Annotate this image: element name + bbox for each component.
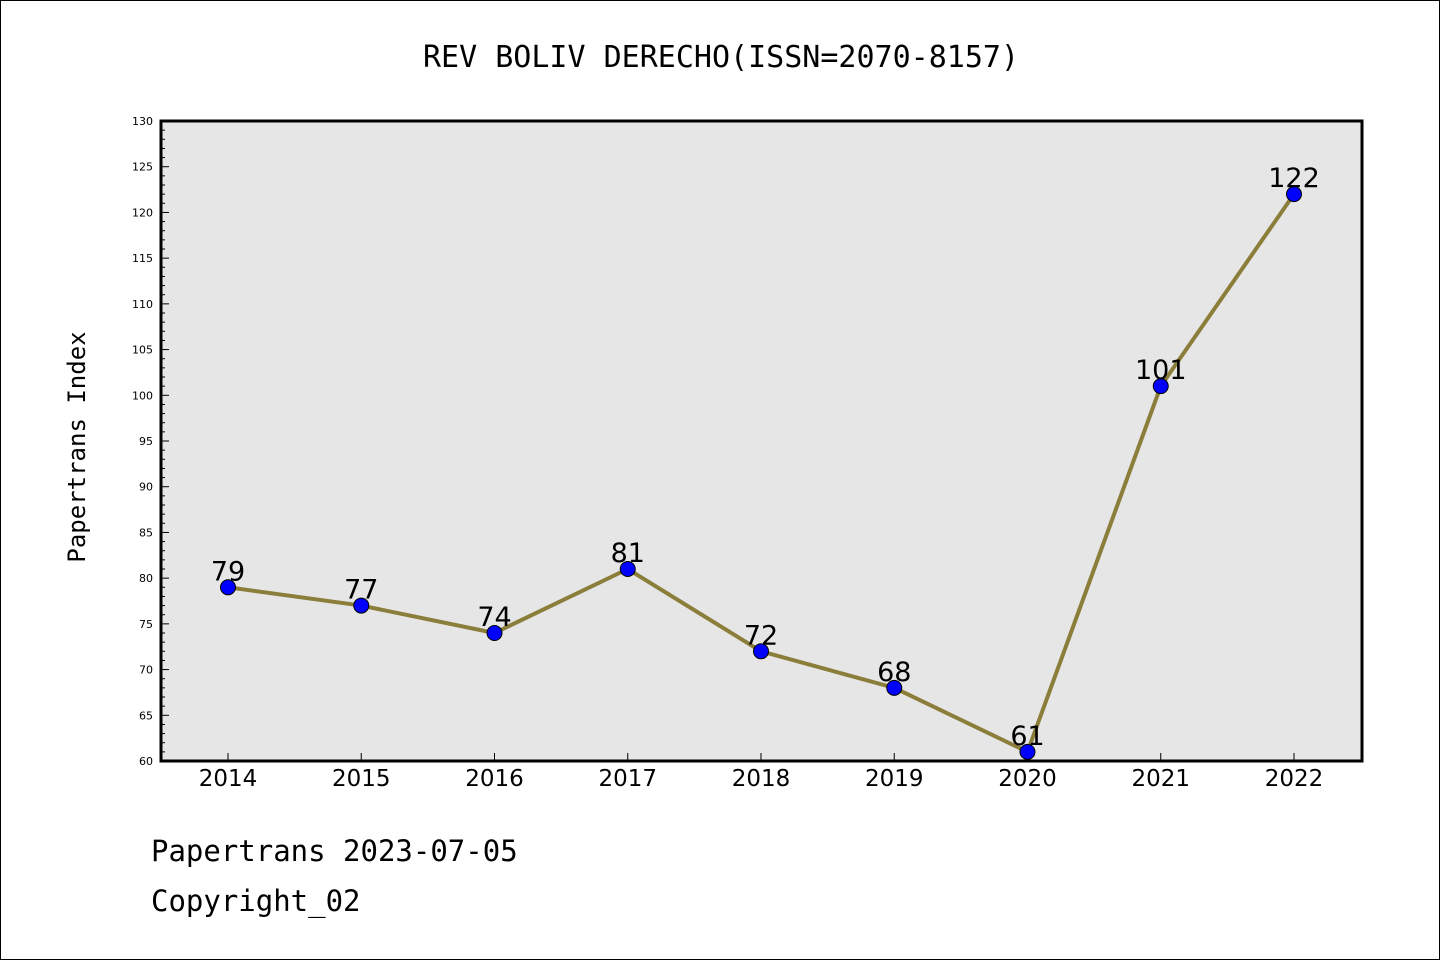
plot-area [161, 121, 1362, 761]
data-point [1286, 186, 1302, 203]
x-tick-label: 2018 [732, 766, 791, 792]
chart-title: REV BOLIV DERECHO(ISSN=2070-8157) [423, 40, 1019, 75]
data-point [619, 561, 636, 577]
plot-border [159, 119, 1364, 763]
x-tick-label: 2015 [332, 766, 391, 792]
y-tick-label: 65 [139, 709, 153, 722]
y-tick-label: 80 [139, 572, 153, 585]
data-point [1152, 378, 1169, 395]
data-label: 68 [877, 657, 911, 688]
y-tick-label: 100 [132, 389, 153, 402]
y-tick-label: 115 [132, 252, 153, 265]
y-tick-label: 125 [132, 161, 153, 174]
y-tick-label: 95 [139, 435, 153, 448]
data-point [1019, 743, 1036, 760]
data-label: 81 [611, 538, 645, 569]
data-point [353, 597, 370, 614]
y-tick-label: 70 [139, 664, 153, 677]
data-point [753, 643, 769, 660]
x-tick-label: 2016 [465, 766, 524, 792]
y-tick-label: 110 [132, 298, 153, 311]
y-tick-label: 90 [139, 481, 153, 494]
footer-copyright: Copyright_02 [151, 884, 361, 918]
x-tick-label: 2017 [598, 766, 657, 792]
y-tick-label: 130 [132, 115, 153, 128]
y-tick-label: 120 [132, 206, 153, 219]
data-label: 101 [1135, 355, 1187, 386]
y-axis-label: Papertrans Index [63, 331, 91, 562]
x-tick-label: 2020 [998, 766, 1057, 792]
data-label: 79 [211, 556, 245, 587]
data-label: 72 [744, 620, 778, 651]
y-tick-label: 105 [132, 344, 153, 357]
data-point [886, 679, 903, 696]
footer-date: Papertrans 2023-07-05 [151, 834, 518, 868]
data-point [486, 625, 503, 641]
x-tick-label: 2014 [199, 766, 258, 792]
y-tick-label: 85 [139, 526, 153, 539]
y-tick-label: 75 [139, 618, 153, 631]
data-label: 61 [1010, 721, 1044, 752]
data-label: 77 [344, 575, 378, 606]
x-tick-label: 2019 [865, 766, 924, 792]
data-label: 74 [477, 602, 511, 633]
y-tick-label: 60 [139, 755, 153, 768]
x-tick-label: 2022 [1265, 766, 1324, 792]
data-point [220, 579, 236, 596]
x-tick-label: 2021 [1131, 766, 1190, 792]
data-label: 122 [1268, 163, 1320, 194]
